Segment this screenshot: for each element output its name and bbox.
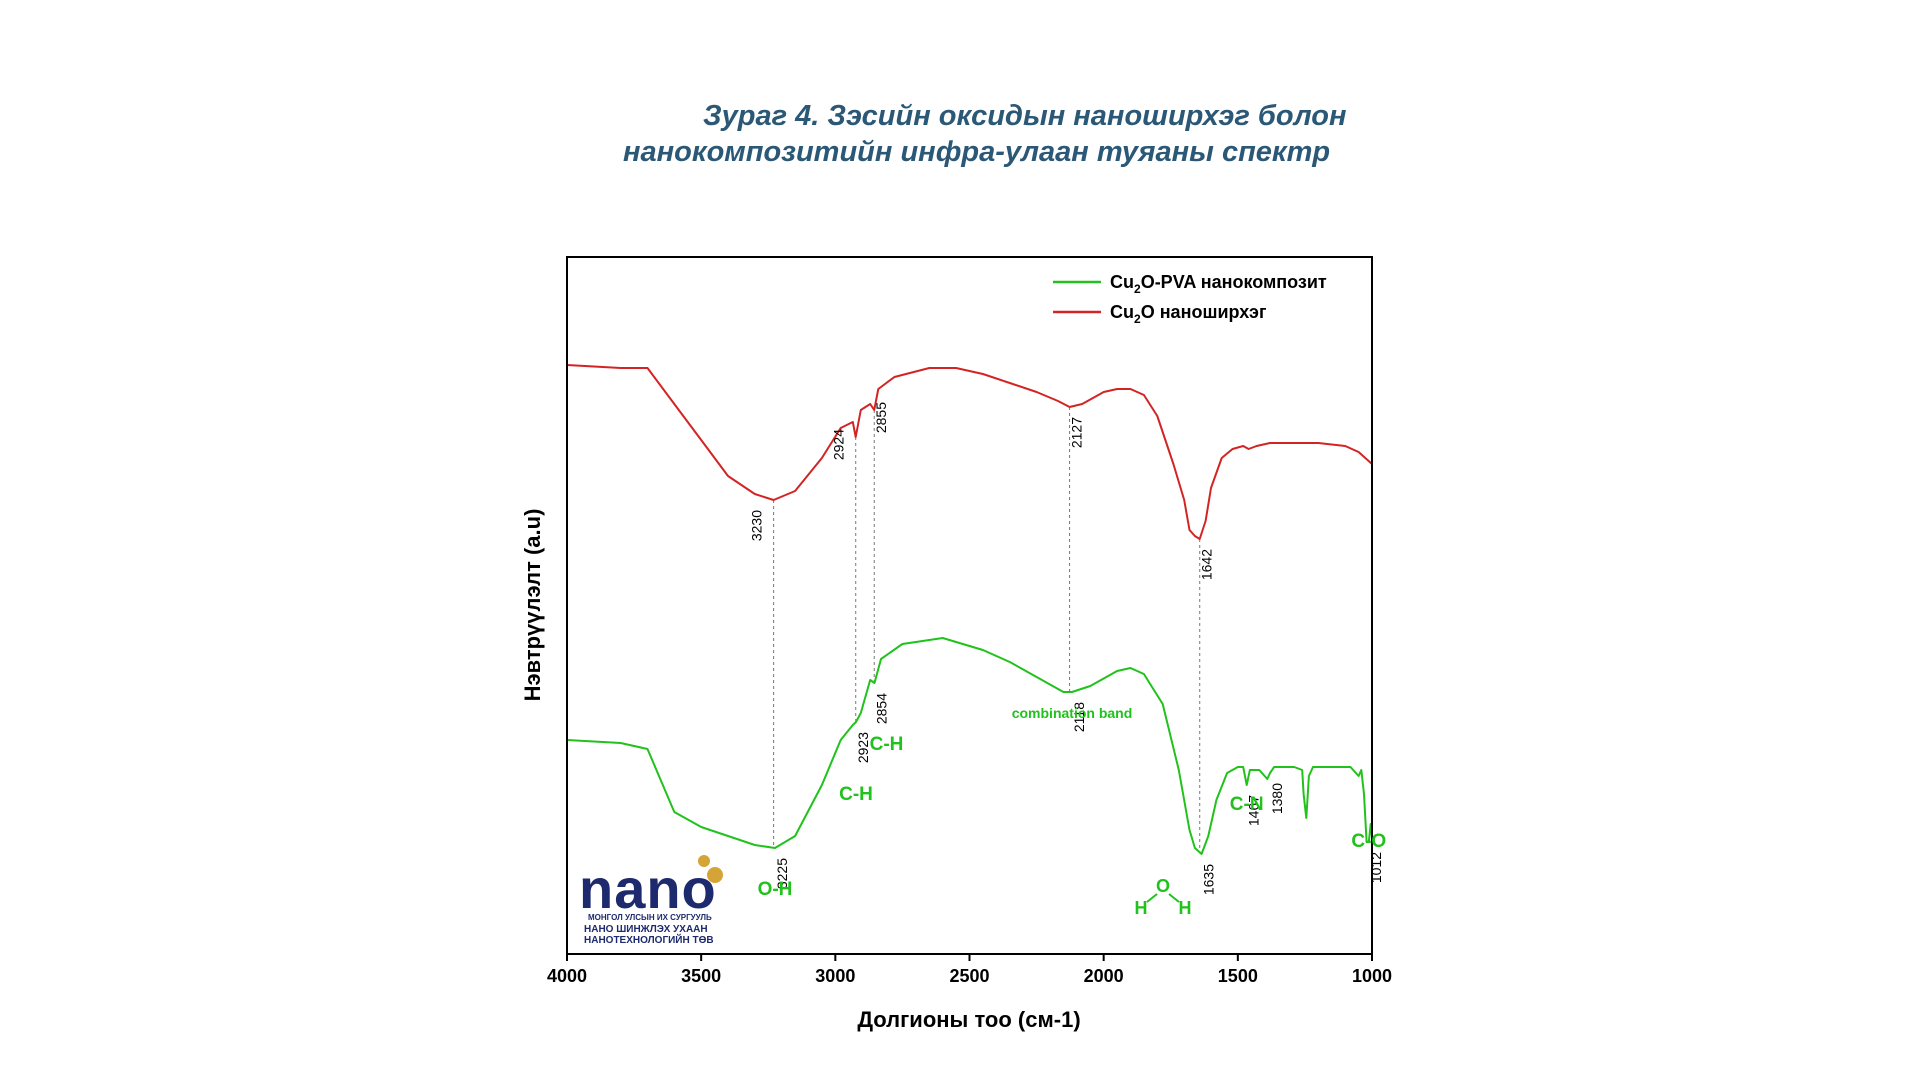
- y-axis-label: Нэвтрүүлэлт (a.u): [520, 509, 545, 702]
- peak-label: 1635: [1201, 864, 1217, 895]
- water-center-o: O: [1156, 876, 1170, 896]
- peak-label: 1380: [1269, 783, 1285, 814]
- legend-red-rest: O наноширхэг: [1141, 302, 1267, 322]
- band-annotation: C-H: [870, 734, 904, 755]
- water-bond-left: [1146, 893, 1158, 903]
- legend-label-red: Cu2O наноширхэг: [1110, 302, 1267, 326]
- legend-label-green: Cu2O-PVA нанокомпозит: [1110, 272, 1327, 296]
- logo-line-3: НАНОТЕХНОЛОГИЙН ТӨВ: [584, 933, 714, 946]
- x-axis-label: Долгионы тоо (см-1): [857, 1007, 1080, 1032]
- nano-logo: nano МОНГОЛ УЛСЫН ИХ СУРГУУЛЬ НАНО ШИНЖЛ…: [579, 855, 723, 946]
- water-left-h: H: [1135, 898, 1148, 918]
- x-tick-label: 4000: [547, 966, 587, 986]
- logo-line-1: МОНГОЛ УЛСЫН ИХ СУРГУУЛЬ: [588, 913, 712, 922]
- band-annotation: combination band: [1012, 705, 1133, 721]
- peak-label: 3225: [774, 858, 790, 889]
- peak-label: 2855: [873, 402, 889, 433]
- peak-label: 2924: [831, 429, 847, 460]
- legend-red-base: Cu: [1110, 302, 1134, 322]
- logo-dot-small: [698, 855, 710, 867]
- legend-red-sub: 2: [1134, 312, 1141, 326]
- band-annotations: O-H C-H C-H combination band C-N C-O: [758, 705, 1387, 900]
- peak-marker-lines: [773, 407, 1201, 853]
- series-layer: [566, 364, 1373, 855]
- peak-label: 2923: [855, 732, 871, 763]
- water-right-h: H: [1179, 898, 1192, 918]
- peak-label: 3230: [749, 510, 765, 541]
- legend: Cu2O-PVA нанокомпозит Cu2O наноширхэг: [1053, 272, 1327, 326]
- peak-label: 1012: [1368, 852, 1384, 883]
- x-tick-label: 2500: [949, 966, 989, 986]
- band-annotation: O-H: [758, 879, 793, 900]
- series-line-green: [566, 637, 1373, 855]
- legend-green-base: Cu: [1110, 272, 1134, 292]
- x-tick-label: 3500: [681, 966, 721, 986]
- legend-green-sub: 2: [1134, 282, 1141, 296]
- peak-label: 1467: [1246, 795, 1262, 826]
- logo-dot-large: [707, 867, 723, 883]
- x-tick-label: 1500: [1218, 966, 1258, 986]
- plot-frame: [566, 256, 1373, 955]
- series-line-red: [566, 364, 1373, 540]
- band-annotation: C-N: [1230, 794, 1264, 815]
- band-annotation: C-O: [1351, 831, 1386, 852]
- nano-logo-text: nano: [579, 857, 717, 920]
- x-tick-label: 3000: [815, 966, 855, 986]
- x-axis-ticks: 4000 3500 3000 2500 2000 1500 1000: [547, 954, 1392, 986]
- water-molecule-annotation: H O H: [1135, 876, 1192, 918]
- legend-green-rest: O-PVA нанокомпозит: [1141, 272, 1327, 292]
- logo-line-2: НАНО ШИНЖЛЭХ УХААН: [584, 924, 708, 935]
- peak-label: 1642: [1199, 549, 1215, 580]
- water-bond-right: [1168, 893, 1180, 903]
- x-tick-label: 2000: [1084, 966, 1124, 986]
- x-tick-label: 1000: [1352, 966, 1392, 986]
- figure-title-line-1: Зураг 4. Зэсийн оксидын наноширхэг болон: [703, 100, 1347, 132]
- peak-label: 2127: [1069, 417, 1085, 448]
- band-annotation: C-H: [839, 784, 873, 805]
- figure-title-line-2: нанокомпозитийн инфра-улаан туяаны спект…: [623, 136, 1331, 168]
- peak-label: 2118: [1071, 702, 1087, 732]
- peak-label: 2854: [874, 693, 890, 724]
